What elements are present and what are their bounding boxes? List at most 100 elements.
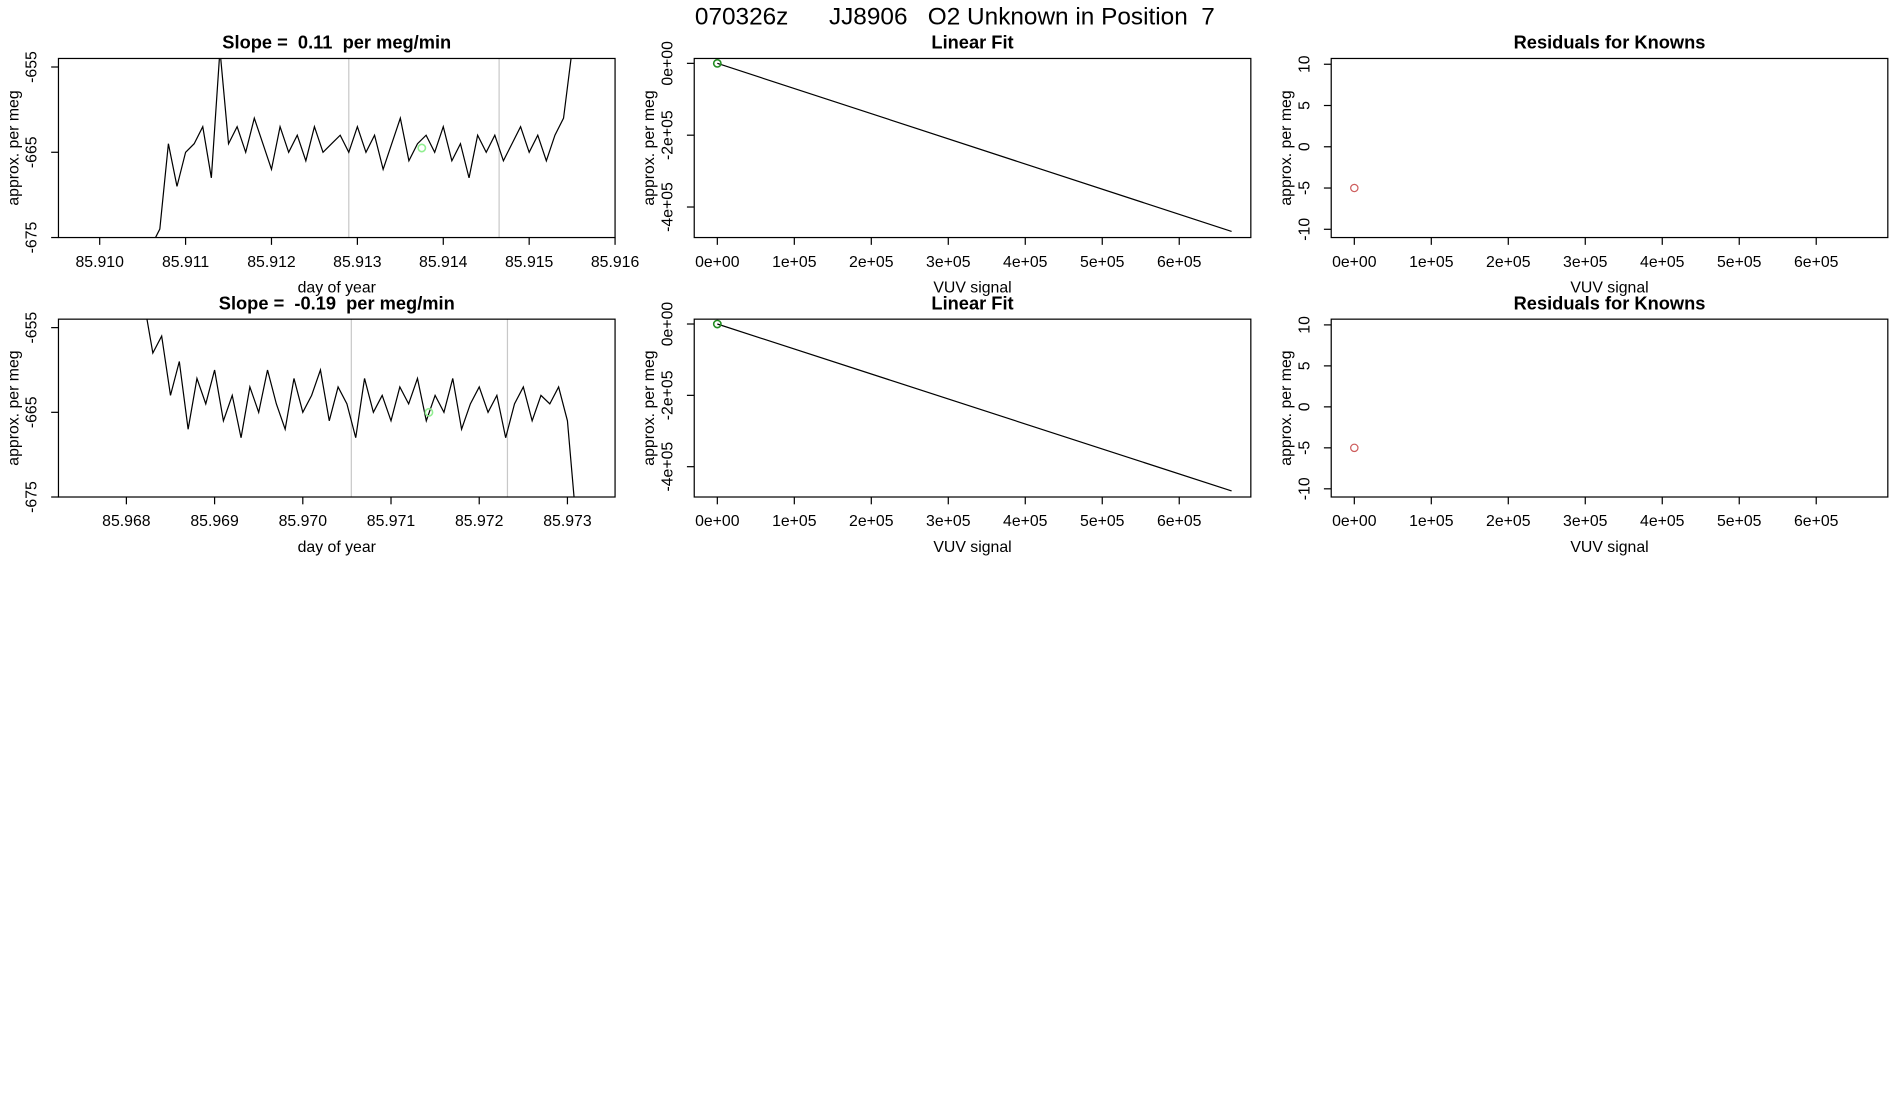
y-tick-label: -665 bbox=[24, 136, 41, 168]
x-tick-label: 85.972 bbox=[455, 513, 503, 530]
data-line bbox=[154, 58, 572, 238]
x-tick-label: 85.968 bbox=[102, 513, 151, 530]
panel-title: Slope = -0.19 per meg/min bbox=[219, 292, 455, 313]
x-tick-label: 2e+05 bbox=[849, 513, 894, 530]
x-tick-label: 0e+00 bbox=[1332, 254, 1377, 271]
x-tick-label: 2e+05 bbox=[1486, 254, 1531, 271]
y-tick-label: -5 bbox=[1296, 441, 1313, 455]
plot-area bbox=[1350, 183, 1359, 193]
x-tick-label: 85.915 bbox=[505, 254, 554, 271]
y-axis-label: approx. per meg bbox=[1278, 350, 1295, 465]
panel: Slope = 0.11 per meg/min day of year appro… bbox=[5, 32, 639, 297]
x-tick-label: 0e+00 bbox=[695, 254, 740, 271]
x-tick-label: 1e+05 bbox=[1409, 254, 1454, 271]
plot-area bbox=[154, 58, 572, 238]
y-tick-label: 5 bbox=[1296, 361, 1313, 370]
data-point bbox=[1350, 443, 1359, 453]
y-tick-label: -5 bbox=[1296, 181, 1313, 195]
panel: Linear Fit VUV signal approx. per meg 0e+00… bbox=[641, 292, 1252, 556]
panel: Residuals for Knowns VUV signal approx. pe… bbox=[1278, 32, 1889, 296]
plot-frame bbox=[57, 57, 616, 239]
x-tick-label: 4e+05 bbox=[1640, 254, 1685, 271]
data-point bbox=[1350, 183, 1359, 193]
x-tick-label: 85.973 bbox=[543, 513, 592, 530]
x-tick-label: 4e+05 bbox=[1003, 254, 1048, 271]
y-tick-label: -675 bbox=[24, 481, 41, 513]
y-axis-label: approx. per meg bbox=[641, 350, 658, 465]
x-axis-label: day of year bbox=[298, 279, 377, 296]
y-tick-label: 10 bbox=[1296, 55, 1313, 73]
plot-frame bbox=[693, 318, 1252, 498]
y-tick-label: -655 bbox=[24, 312, 41, 344]
panel-title: Residuals for Knowns bbox=[1514, 32, 1706, 53]
x-tick-label: 3e+05 bbox=[1563, 254, 1608, 271]
x-tick-label: 85.914 bbox=[419, 254, 468, 271]
x-axis-label: VUV signal bbox=[1570, 539, 1648, 556]
y-axis-label: approx. per meg bbox=[5, 90, 22, 205]
point bbox=[712, 58, 722, 68]
y-tick-label: 0 bbox=[1296, 402, 1313, 411]
y-tick-label: 5 bbox=[1296, 101, 1313, 110]
point bbox=[417, 143, 427, 153]
x-axis-label: VUV signal bbox=[933, 539, 1011, 556]
panel: Residuals for Knowns VUV signal approx. pe… bbox=[1278, 292, 1889, 556]
data-line bbox=[146, 319, 575, 498]
point bbox=[712, 319, 722, 329]
x-tick-label: 4e+05 bbox=[1640, 513, 1685, 530]
panel-title: Linear Fit bbox=[931, 292, 1013, 313]
x-tick-label: 3e+05 bbox=[926, 254, 971, 271]
plot-area bbox=[712, 319, 1232, 492]
y-tick-label: 10 bbox=[1296, 316, 1313, 334]
data-line bbox=[717, 323, 1232, 492]
figure-title: 070326z JJ8906 O2 Unknown in Position 7 bbox=[695, 4, 1215, 31]
panel-title: Residuals for Knowns bbox=[1514, 292, 1706, 313]
panel-title: Linear Fit bbox=[931, 32, 1013, 53]
x-tick-label: 0e+00 bbox=[1332, 513, 1377, 530]
x-tick-label: 85.913 bbox=[333, 254, 382, 271]
panel-title: Slope = 0.11 per meg/min bbox=[222, 32, 451, 53]
x-tick-label: 85.912 bbox=[247, 254, 295, 271]
x-tick-label: 5e+05 bbox=[1080, 513, 1125, 530]
x-tick-label: 6e+05 bbox=[1157, 513, 1202, 530]
y-axis-label: approx. per meg bbox=[641, 90, 658, 205]
panel: Slope = -0.19 per meg/min day of year appr… bbox=[5, 292, 616, 556]
x-tick-label: 85.910 bbox=[75, 254, 124, 271]
y-tick-label: -655 bbox=[24, 51, 41, 83]
plot-frame bbox=[1330, 318, 1889, 498]
x-tick-label: 85.916 bbox=[591, 254, 640, 271]
x-tick-label: 6e+05 bbox=[1157, 254, 1202, 271]
x-tick-label: 4e+05 bbox=[1003, 513, 1048, 530]
point bbox=[424, 407, 434, 417]
x-axis-label: VUV signal bbox=[1570, 279, 1648, 296]
plot-frame bbox=[693, 57, 1252, 239]
y-tick-label: -665 bbox=[24, 396, 41, 428]
x-tick-label: 6e+05 bbox=[1794, 254, 1839, 271]
x-tick-label: 5e+05 bbox=[1080, 254, 1125, 271]
y-tick-label: -10 bbox=[1296, 218, 1313, 241]
x-tick-label: 3e+05 bbox=[1563, 513, 1608, 530]
y-tick-label: 0 bbox=[1296, 142, 1313, 151]
y-axis-label: approx. per meg bbox=[5, 350, 22, 465]
x-tick-label: 85.970 bbox=[279, 513, 328, 530]
y-tick-label: -4e+05 bbox=[659, 182, 676, 232]
plot-area bbox=[712, 58, 1232, 233]
y-tick-label: -10 bbox=[1296, 477, 1313, 500]
plot-frame bbox=[57, 318, 616, 498]
x-tick-label: 3e+05 bbox=[926, 513, 971, 530]
x-axis-label: day of year bbox=[298, 539, 377, 556]
plot-frame bbox=[1330, 57, 1889, 239]
x-tick-label: 0e+00 bbox=[695, 513, 740, 530]
y-tick-label: 0e+00 bbox=[659, 41, 676, 86]
data-line bbox=[717, 62, 1232, 233]
x-tick-label: 6e+05 bbox=[1794, 513, 1839, 530]
y-axis-label: approx. per meg bbox=[1278, 90, 1295, 205]
x-tick-label: 85.969 bbox=[190, 513, 239, 530]
x-tick-label: 2e+05 bbox=[849, 254, 894, 271]
x-tick-label: 1e+05 bbox=[772, 254, 817, 271]
y-tick-label: -675 bbox=[24, 222, 41, 254]
x-tick-label: 1e+05 bbox=[1409, 513, 1454, 530]
x-tick-label: 2e+05 bbox=[1486, 513, 1531, 530]
plot-area bbox=[1350, 443, 1359, 453]
